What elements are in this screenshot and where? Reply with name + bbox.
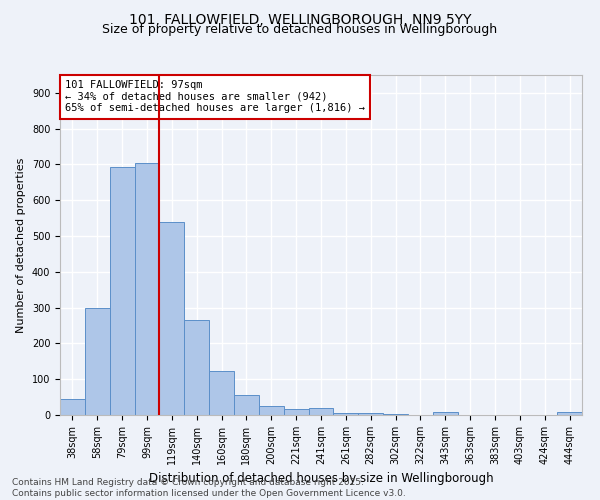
Bar <box>60 399 85 415</box>
Bar <box>184 320 209 415</box>
Bar <box>383 414 408 415</box>
Text: Size of property relative to detached houses in Wellingborough: Size of property relative to detached ho… <box>103 24 497 36</box>
Text: 101 FALLOWFIELD: 97sqm
← 34% of detached houses are smaller (942)
65% of semi-de: 101 FALLOWFIELD: 97sqm ← 34% of detached… <box>65 80 365 114</box>
Bar <box>85 308 110 415</box>
Bar <box>284 409 308 415</box>
Bar <box>433 412 458 415</box>
Bar <box>209 371 234 415</box>
Bar <box>358 413 383 415</box>
Bar <box>134 164 160 415</box>
Y-axis label: Number of detached properties: Number of detached properties <box>16 158 26 332</box>
Bar <box>334 413 358 415</box>
Bar <box>308 408 334 415</box>
Bar <box>110 167 134 415</box>
X-axis label: Distribution of detached houses by size in Wellingborough: Distribution of detached houses by size … <box>149 472 493 486</box>
Bar <box>557 412 582 415</box>
Text: 101, FALLOWFIELD, WELLINGBOROUGH, NN9 5YY: 101, FALLOWFIELD, WELLINGBOROUGH, NN9 5Y… <box>129 12 471 26</box>
Bar <box>234 394 259 415</box>
Bar <box>259 406 284 415</box>
Text: Contains HM Land Registry data © Crown copyright and database right 2025.
Contai: Contains HM Land Registry data © Crown c… <box>12 478 406 498</box>
Bar <box>160 222 184 415</box>
